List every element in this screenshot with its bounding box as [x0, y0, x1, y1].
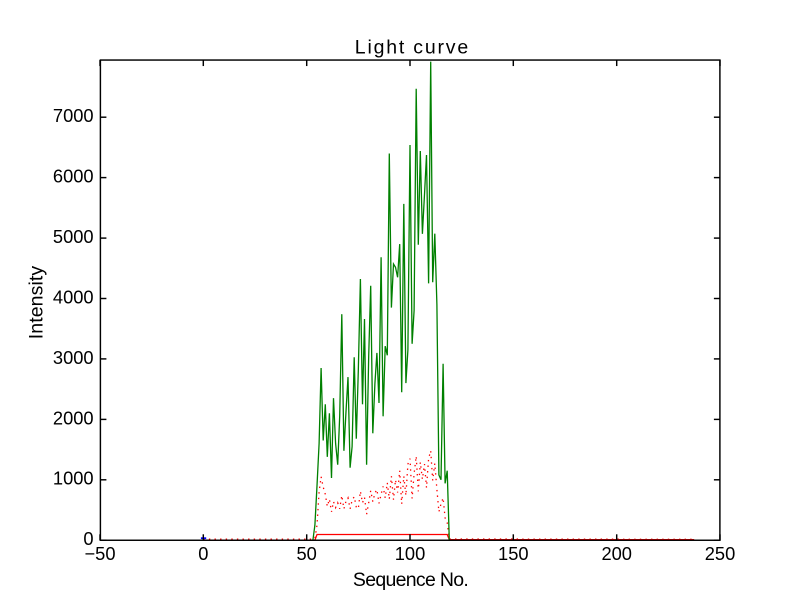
- svg-text:150: 150: [498, 543, 529, 564]
- svg-text:0: 0: [83, 528, 93, 549]
- svg-text:250: 250: [705, 543, 736, 564]
- svg-text:50: 50: [297, 543, 317, 564]
- svg-text:6000: 6000: [53, 166, 94, 187]
- svg-text:−50: −50: [84, 543, 115, 564]
- svg-text:100: 100: [395, 543, 426, 564]
- svg-text:3000: 3000: [53, 347, 94, 368]
- svg-text:Light curve: Light curve: [355, 37, 470, 59]
- svg-text:2000: 2000: [53, 407, 94, 428]
- svg-text:7000: 7000: [53, 105, 94, 126]
- svg-text:1000: 1000: [53, 468, 94, 489]
- svg-text:0: 0: [198, 543, 208, 564]
- svg-text:5000: 5000: [53, 226, 94, 247]
- svg-text:4000: 4000: [53, 286, 94, 307]
- svg-text:Sequence No.: Sequence No.: [353, 569, 468, 591]
- svg-text:200: 200: [601, 543, 632, 564]
- svg-text:Intensity: Intensity: [26, 266, 48, 340]
